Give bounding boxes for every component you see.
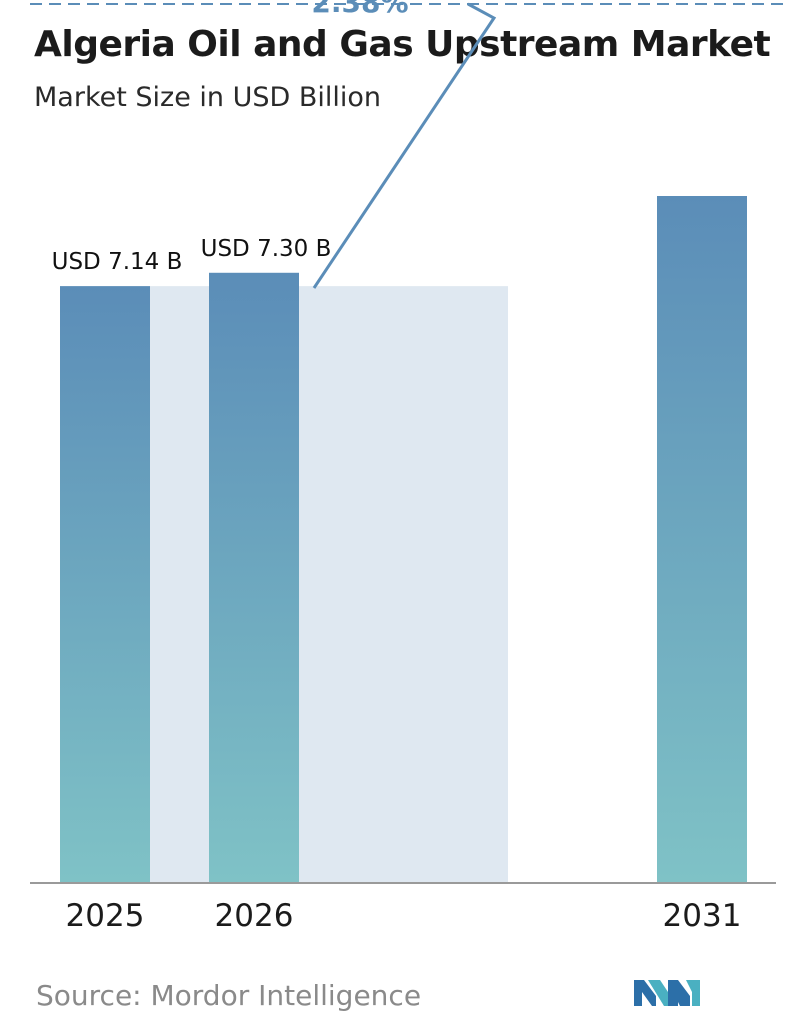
chart-title: Algeria Oil and Gas Upstream Market xyxy=(34,24,771,65)
x-tick-label: 2026 xyxy=(215,898,294,934)
mordor-intelligence-logo-icon xyxy=(634,980,700,1006)
source-note: Source: Mordor Intelligence xyxy=(36,979,422,1012)
data-label: USD 7.14 B xyxy=(52,249,183,275)
bar-2026 xyxy=(209,272,299,883)
x-tick-label: 2031 xyxy=(663,898,742,934)
cagr-label: 2.38% xyxy=(311,0,408,19)
chart-subtitle: Market Size in USD Billion xyxy=(34,82,382,113)
bar-chart: 2025 USD 7.14 B 2026 USD 7.30 B 2031 2.38% xyxy=(30,0,785,934)
data-label: USD 7.30 B xyxy=(201,236,332,262)
bar-2025 xyxy=(60,286,150,883)
bar-2031 xyxy=(657,196,747,882)
cagr-arrow xyxy=(312,2,497,289)
x-tick-label: 2025 xyxy=(66,898,145,934)
